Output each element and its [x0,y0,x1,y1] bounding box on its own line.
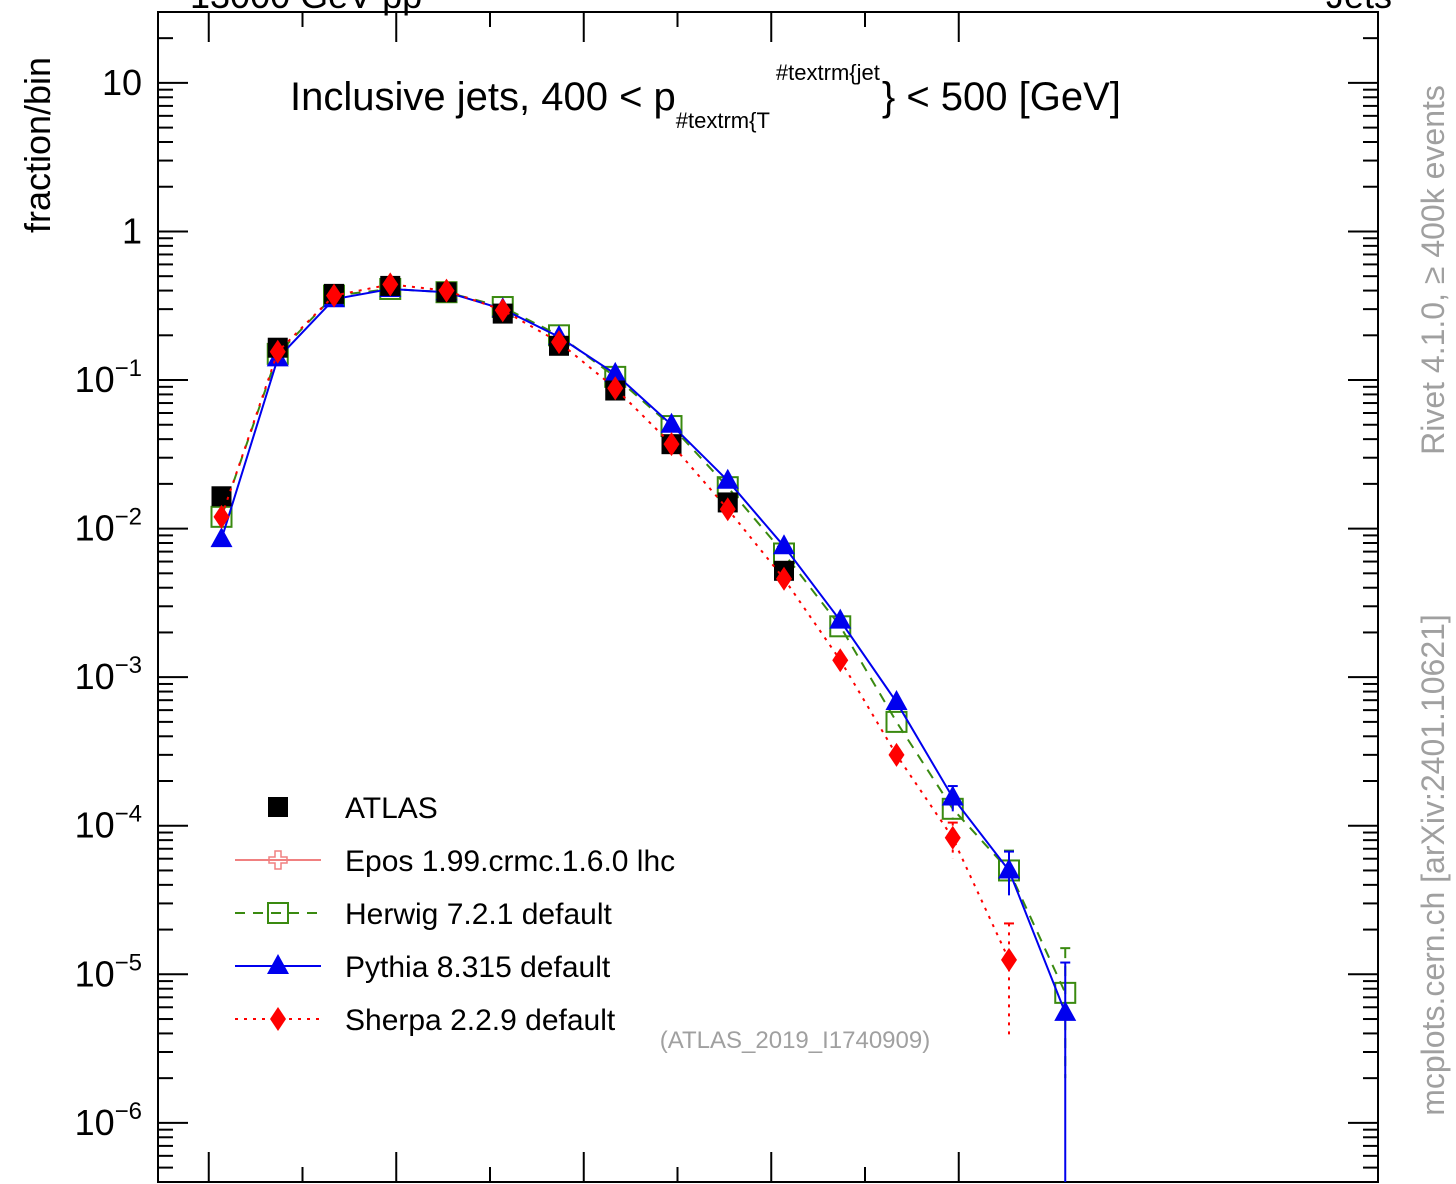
legend-marker [268,850,288,870]
header-left-text: 13000 GeV pp [190,0,422,16]
y-tick-label: 10−3 [75,652,142,697]
data-point-sherpa [944,825,961,850]
data-point-sherpa [269,339,286,364]
data-point-sherpa [551,330,567,355]
legend-label: Sherpa 2.2.9 default [345,1004,616,1037]
series-sherpa [213,272,1017,1041]
reference-label: (ATLAS_2019_I1740909) [660,1027,930,1054]
y-tick-label-base: 10 [102,62,142,103]
data-point-sherpa [438,278,455,303]
legend-marker [270,1007,286,1031]
chart-title-text: Inclusive jets, 400 < p#textrm{T#textrm{… [290,60,1121,133]
legend-item-herwig: Herwig 7.2.1 default [235,898,612,931]
legend-item-pythia: Pythia 8.315 default [235,951,611,984]
title-post: } < 500 [GeV] [882,75,1121,119]
side-label-top: Rivet 4.1.0, ≥ 400k events [1415,85,1451,455]
data-point-pythia [829,608,852,629]
data-point-pythia [716,468,739,489]
data-point-sherpa [832,648,849,673]
legend-marker [268,797,288,817]
y-tick-label-exponent: −1 [115,355,142,382]
header: 13000 GeV pp Jets [190,0,1392,16]
data-point-pythia [660,412,683,433]
data-point-pythia [941,785,964,806]
legend-marker [267,902,289,924]
data-point-sherpa [494,298,511,323]
y-tick-label-exponent: −5 [115,949,142,976]
y-tick-label: 1 [122,210,142,251]
y-tick-label: 10−2 [75,504,142,549]
y-tick-label-base: 1 [122,210,142,251]
data-point-pythia [604,361,627,382]
title-subscript: #textrm{T [676,108,770,133]
series-line-herwig [220,287,1067,994]
data-point-sherpa [719,497,736,522]
y-tick-label-exponent: −3 [115,652,142,679]
series-line-pythia [220,287,1067,1014]
data-point-sherpa [382,272,399,297]
legend-label: Pythia 8.315 default [345,951,611,984]
y-tick-label-base: 10 [75,359,115,400]
data-point-pythia [1054,1000,1077,1021]
legend-label: Herwig 7.2.1 default [345,898,612,931]
y-tick-label-base: 10 [75,656,115,697]
legend-item-atlas: ATLAS [268,792,438,825]
legend-label: Epos 1.99.crmc.1.6.0 lhc [345,845,675,878]
data-point-pythia [210,527,233,548]
series-line-sherpa [220,283,1010,961]
chart-title: Inclusive jets, 400 < p#textrm{T#textrm{… [290,60,1121,133]
data-point-sherpa [213,504,230,529]
y-tick-label: 10−5 [75,949,142,994]
y-tick-label: 10 [102,62,142,103]
y-tick-label-exponent: −2 [115,504,142,531]
data-point-sherpa [776,566,792,591]
legend-marker [267,954,289,974]
legend-label: ATLAS [345,792,438,825]
title-superscript: #textrm{jet [776,60,880,85]
legend: ATLAS Epos 1.99.crmc.1.6.0 lhc Herwig 7.2.… [235,792,675,1037]
plot-frame [157,11,1379,1183]
legend-item-sherpa: Sherpa 2.2.9 default [235,1004,616,1037]
data-point-sherpa [326,283,342,308]
y-tick-label-exponent: −6 [115,1098,142,1125]
data-point-herwig [885,710,908,733]
y-tick-label: 10−4 [75,801,142,846]
title-pre: Inclusive jets, 400 < p [290,75,676,119]
data-point-sherpa [663,432,680,457]
data-point-pythia [773,534,795,555]
y-tick-label-base: 10 [75,805,115,846]
y-axis-label: fraction/bin [17,57,58,233]
data-point-sherpa [1001,947,1017,972]
y-tick-label-base: 10 [75,953,115,994]
y-tick-label: 10−6 [75,1098,142,1143]
data-point-atlas [211,486,232,507]
series-pythia [210,276,1077,1182]
y-tick-label-base: 10 [75,1102,115,1143]
y-tick-label: 10−1 [75,355,142,400]
data-point-sherpa [888,742,905,767]
y-tick-label-base: 10 [75,508,115,549]
header-right-text: Jets [1326,0,1392,16]
data-point-pythia [885,690,908,711]
data-point-pythia [998,858,1020,879]
legend-item-epos: Epos 1.99.crmc.1.6.0 lhc [235,845,675,878]
y-tick-label-exponent: −4 [115,801,142,828]
side-label-bottom: mcplots.cern.ch [arXiv:2401.10621] [1415,614,1451,1116]
data-point-sherpa [607,376,624,401]
